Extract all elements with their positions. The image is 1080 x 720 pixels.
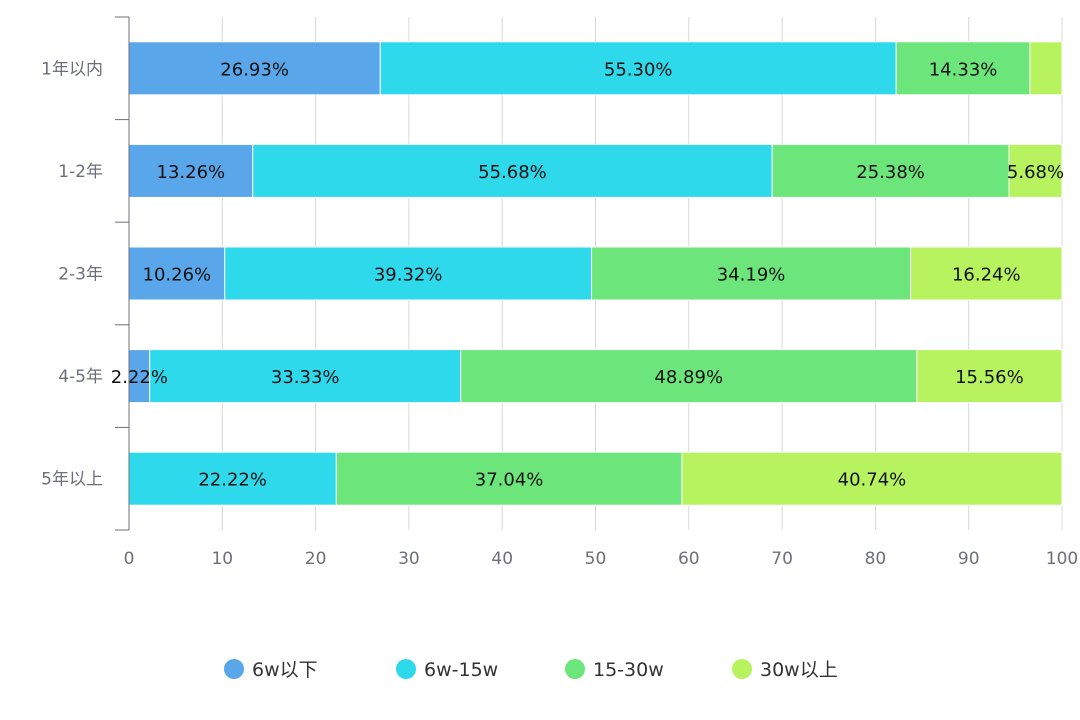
- x-tick-label: 20: [305, 549, 327, 569]
- bar-segment[interactable]: [1029, 41, 1063, 96]
- bar-value-label: 34.19%: [717, 265, 786, 286]
- bar-value-label: 40.74%: [838, 470, 907, 491]
- bar-value-label: 10.26%: [143, 265, 212, 286]
- bar-value-label: 55.68%: [478, 162, 547, 183]
- legend-marker: [565, 659, 585, 679]
- y-category-label: 2-3年: [58, 265, 103, 285]
- bar-value-label: 13.26%: [157, 162, 226, 183]
- legend-item[interactable]: 6w以下: [224, 659, 318, 681]
- y-category-label: 1-2年: [58, 162, 103, 182]
- bar-segment[interactable]: [1008, 143, 1063, 198]
- x-tick-label: 10: [211, 549, 233, 569]
- legend-label: 6w以下: [252, 659, 318, 681]
- legend-marker: [732, 659, 752, 679]
- legend-marker: [224, 659, 244, 679]
- bar-segment[interactable]: [252, 143, 773, 198]
- bar-value-label: 39.32%: [374, 265, 443, 286]
- bar-value-label: 5.68%: [1007, 162, 1064, 183]
- bar-segment[interactable]: [379, 41, 897, 96]
- bar-segment[interactable]: [771, 143, 1010, 198]
- x-tick-label: 30: [398, 549, 420, 569]
- bar-labels: 26.93% 55.30% 14.33% 13.26% 55.68% 25.38% 5.68…: [111, 59, 1064, 490]
- bar-segment[interactable]: [149, 349, 462, 404]
- x-tick-label: 100: [1046, 549, 1078, 569]
- bar-segment[interactable]: [910, 246, 1063, 301]
- y-category-label: 1年以内: [41, 59, 103, 79]
- legend-item[interactable]: 6w-15w: [396, 659, 498, 681]
- axes: 0 10 20 30 40 50 60 70 80 90 100 1年以内 1-2年 2-3年 4-5年 5年…: [41, 16, 1078, 569]
- bar-value-label: 16.24%: [952, 265, 1021, 286]
- legend-label: 30w以上: [760, 659, 838, 681]
- bar-value-label: 25.38%: [856, 162, 925, 183]
- bar-segment[interactable]: [591, 246, 912, 301]
- legend-item[interactable]: 30w以上: [732, 659, 838, 681]
- legend-marker: [396, 659, 416, 679]
- bar-segment[interactable]: [916, 349, 1063, 404]
- legend-label: 6w-15w: [424, 659, 498, 681]
- bar-segment[interactable]: [335, 451, 683, 506]
- legend[interactable]: 6w以下 6w-15w 15-30w 30w以上: [224, 659, 838, 681]
- y-category-label: 4-5年: [58, 367, 103, 387]
- bar-value-label: 15.56%: [955, 367, 1024, 388]
- legend-label: 15-30w: [593, 659, 664, 681]
- bar-value-label: 26.93%: [220, 59, 289, 80]
- x-tick-label: 40: [491, 549, 513, 569]
- bar-value-label: 48.89%: [654, 367, 723, 388]
- x-tick-label: 80: [865, 549, 887, 569]
- bar-segment[interactable]: [895, 41, 1031, 96]
- x-tick-label: 60: [678, 549, 700, 569]
- x-tick-label: 50: [585, 549, 607, 569]
- bar-value-label: 33.33%: [271, 367, 340, 388]
- bar-segment[interactable]: [224, 246, 593, 301]
- x-tick-label: 90: [958, 549, 980, 569]
- x-tick-label: 0: [124, 549, 135, 569]
- bars: [128, 41, 1063, 506]
- legend-item[interactable]: 15-30w: [565, 659, 664, 681]
- bar-segment[interactable]: [128, 246, 226, 301]
- bar-segment[interactable]: [681, 451, 1063, 506]
- bar-segment[interactable]: [460, 349, 918, 404]
- bar-value-label: 55.30%: [604, 59, 673, 80]
- bar-value-label: 14.33%: [929, 59, 998, 80]
- bar-segment[interactable]: [128, 451, 337, 506]
- y-category-label: 5年以上: [41, 470, 103, 490]
- bar-value-label: 37.04%: [475, 470, 544, 491]
- bar-value-label: 2.22%: [111, 367, 168, 388]
- x-tick-label: 70: [771, 549, 793, 569]
- bar-value-label: 22.22%: [198, 470, 267, 491]
